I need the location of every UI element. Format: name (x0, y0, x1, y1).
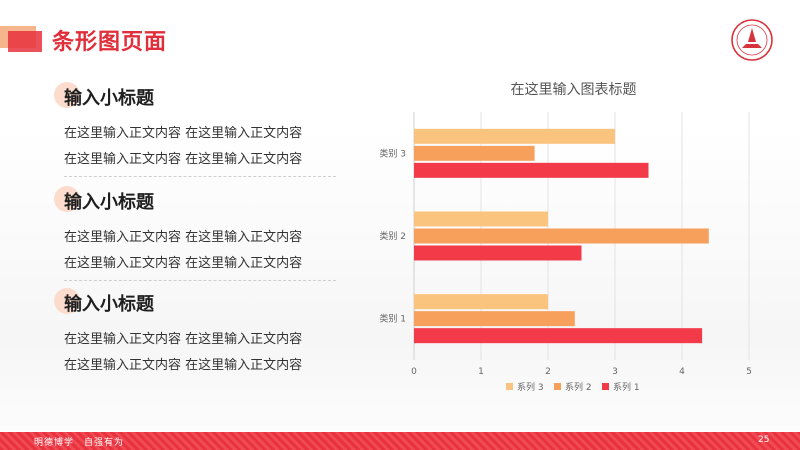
legend-swatch (602, 383, 609, 390)
bullet-dot-icon (54, 82, 80, 108)
legend-label: 系列 2 (565, 381, 592, 393)
background-veil (0, 0, 800, 430)
section-heading: 输入小标题 (64, 294, 154, 315)
x-tick-label: 4 (679, 367, 685, 377)
legend-swatch (554, 383, 561, 390)
bar-2 (414, 228, 709, 244)
bar-2 (414, 145, 535, 161)
y-tick-label: 类别 2 (379, 230, 406, 242)
section-body-line: 在这里输入正文内容 在这里输入正文内容 (64, 256, 303, 271)
y-tick-label: 类别 1 (379, 313, 406, 325)
bar-3 (414, 294, 548, 310)
section-body-line: 在这里输入正文内容 在这里输入正文内容 (64, 332, 303, 347)
page-number: 25 (758, 435, 770, 445)
title-accent-bar (0, 26, 42, 52)
bar-3 (414, 128, 615, 144)
legend-swatch (506, 383, 513, 390)
x-tick-label: 2 (545, 367, 551, 377)
bullet-dot-icon (54, 186, 80, 212)
legend-label: 系列 3 (517, 381, 544, 393)
page-title: 条形图页面 (52, 30, 168, 55)
x-tick-label: 5 (746, 367, 752, 377)
chart-title: 在这里输入图表标题 (511, 81, 637, 98)
section-body-line: 在这里输入正文内容 在这里输入正文内容 (64, 358, 303, 373)
section-body-line: 在这里输入正文内容 在这里输入正文内容 (64, 126, 303, 141)
section-body-line: 在这里输入正文内容 在这里输入正文内容 (64, 152, 303, 167)
section-body-line: 在这里输入正文内容 在这里输入正文内容 (64, 230, 303, 245)
bar-1 (414, 245, 582, 261)
bar-chart: 在这里输入图表标题 0 1 2 3 4 5 类别 1 类别 2 类别 3 系列 3 系列 2 系列 1 (379, 81, 752, 393)
x-tick-label: 3 (612, 367, 618, 377)
university-logo-icon (731, 19, 773, 61)
section-heading: 输入小标题 (64, 192, 154, 213)
bar-3 (414, 211, 548, 227)
footer-motto: 明德博学 自强有为 (34, 438, 125, 448)
x-tick-label: 1 (478, 367, 484, 377)
bullet-dot-icon (54, 288, 80, 314)
section-divider (64, 176, 336, 177)
legend-label: 系列 1 (613, 381, 640, 393)
section-divider (64, 280, 336, 281)
x-tick-label: 0 (411, 367, 417, 377)
bar-2 (414, 311, 575, 327)
section-heading: 输入小标题 (64, 88, 154, 109)
bar-1 (414, 162, 649, 178)
bar-1 (414, 328, 703, 344)
y-tick-label: 类别 3 (379, 147, 406, 159)
footer-bar: 明德博学 自强有为 25 (0, 432, 800, 450)
